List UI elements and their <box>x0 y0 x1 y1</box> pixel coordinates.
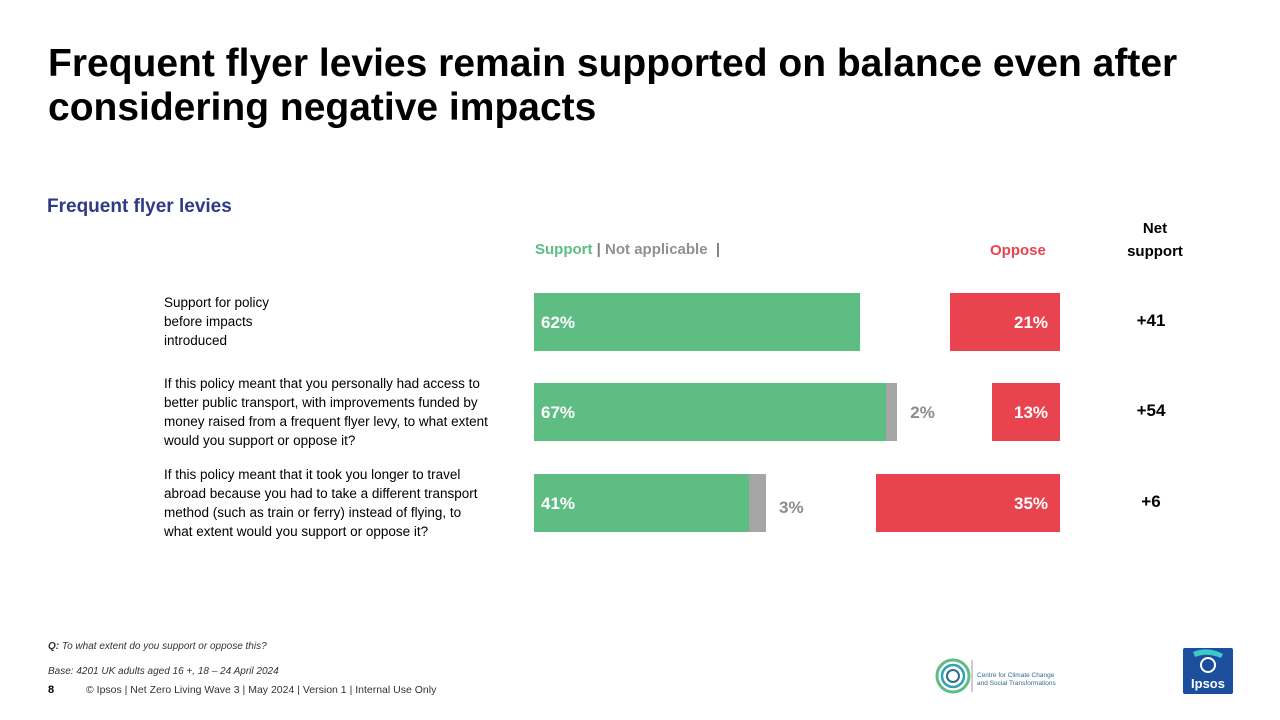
net-header-line1: Net <box>1142 220 1168 237</box>
oppose-value-label: 21% <box>1014 313 1049 332</box>
cct-logo-line2: and Social Transformations <box>977 680 1056 687</box>
support-value-label: 67% <box>541 403 576 422</box>
support-bar <box>534 293 860 351</box>
not-applicable-bar <box>749 474 766 532</box>
not-applicable-value-label: 2% <box>910 403 935 422</box>
net-support-value: +41 <box>1136 311 1166 330</box>
ipsos-logo-icon <box>1193 649 1223 673</box>
footer-text: © Ipsos | Net Zero Living Wave 3 | May 2… <box>86 684 437 696</box>
row-label: If this policy meant that you personally… <box>164 374 488 450</box>
support-bar <box>534 383 886 441</box>
page-title: Frequent flyer levies remain supported o… <box>48 42 1178 129</box>
oppose-bar <box>949 293 1060 351</box>
not-applicable-value-label: 3% <box>779 498 804 517</box>
row-label: If this policy meant that it took you lo… <box>164 465 477 541</box>
net-support-value: +54 <box>1136 401 1166 420</box>
row-label: Support for policy before impacts introduc… <box>164 293 269 350</box>
legend-separator: | <box>707 241 721 258</box>
net-header-line2: support <box>1127 243 1183 260</box>
legend-separator: | <box>592 241 606 258</box>
row-label-line: If this policy meant that you personally… <box>164 376 480 391</box>
row-label-line: money raised from a frequent flyer levy,… <box>164 414 488 429</box>
oppose-bar <box>991 383 1060 441</box>
row-label-line: better public transport, with improvemen… <box>164 395 478 410</box>
row-label-line: would you support or oppose it? <box>164 433 356 448</box>
page-number: 8 <box>48 684 55 696</box>
net-support-value: +6 <box>1141 492 1161 511</box>
support-value-label: 62% <box>541 313 576 332</box>
oppose-value-label: 35% <box>1014 494 1049 513</box>
ipsos-logo: Ipsos <box>1183 648 1233 694</box>
ipsos-logo-text: Ipsos <box>1191 676 1225 691</box>
row-label-line: If this policy meant that it took you lo… <box>164 467 461 482</box>
legend-oppose: Oppose <box>990 242 1046 259</box>
support-bar <box>534 474 750 532</box>
not-applicable-bar <box>885 383 898 441</box>
question-body: To what extent do you support or oppose … <box>59 641 267 652</box>
oppose-value-label: 13% <box>1014 403 1049 422</box>
row-label-line: Support for policy <box>164 295 270 310</box>
row-label-line: method (such as train or ferry) instead … <box>164 505 462 520</box>
chart-legend: Support | Not applicable | <box>535 241 720 258</box>
oppose-bar <box>876 474 1060 532</box>
legend-not-applicable: Not applicable <box>605 241 708 258</box>
support-value-label: 41% <box>541 494 576 513</box>
base-text: Base: 4201 UK adults aged 16 +, 18 – 24 … <box>48 666 279 677</box>
question-prefix: Q: <box>48 641 60 652</box>
cct-logo-line1: Centre for Climate Change <box>977 672 1055 679</box>
row-label-line: before impacts <box>164 314 253 329</box>
chart-subtitle: Frequent flyer levies <box>47 196 232 217</box>
cct-logo <box>934 656 1074 696</box>
row-label-line: what extent would you support or oppose … <box>164 524 429 539</box>
net-support-header: Net support <box>1115 217 1195 263</box>
legend-support: Support <box>535 241 593 258</box>
cct-logo-text: Centre for Climate Change and Social Tra… <box>977 672 1056 688</box>
question-text: Q: To what extent do you support or oppo… <box>48 641 267 652</box>
cct-logo-icon <box>935 658 973 694</box>
row-label-line: introduced <box>164 333 228 348</box>
row-label-line: abroad because you had to take a differe… <box>164 486 478 501</box>
